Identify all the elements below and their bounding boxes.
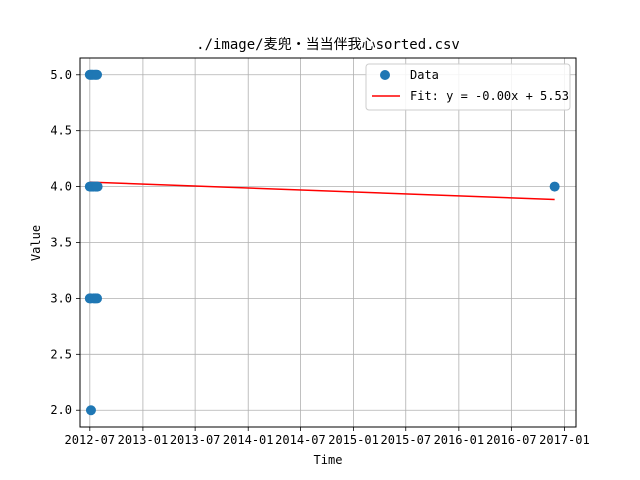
chart-title: ./image/麦兜・当当伴我心sorted.csv	[196, 37, 460, 53]
y-tick-label: 3.5	[50, 236, 72, 250]
y-tick-label: 5.0	[50, 68, 72, 82]
x-axis-ticks: 2012-07 2013-01 2013-07 2014-01 2014-07 2015-…	[65, 427, 590, 447]
legend-data-label: Data	[410, 68, 439, 82]
x-tick-label: 2013-07	[170, 433, 221, 447]
legend-fit-label: Fit: y = -0.00x + 5.53	[410, 89, 569, 103]
x-tick-label: 2017-01	[539, 433, 590, 447]
y-tick-label: 4.5	[50, 124, 72, 138]
y-axis-ticks: 2.0 2.5 3.0 3.5 4.0 4.5 5.0	[50, 68, 80, 417]
x-tick-label: 2016-07	[486, 433, 537, 447]
y-axis-label: Value	[29, 225, 43, 261]
data-point	[85, 405, 96, 416]
x-tick-label: 2012-07	[65, 433, 116, 447]
y-tick-label: 2.5	[50, 347, 72, 361]
data-point	[92, 69, 103, 80]
data-point	[92, 181, 103, 192]
x-tick-label: 2015-07	[380, 433, 431, 447]
x-tick-label: 2014-07	[275, 433, 326, 447]
y-tick-label: 2.0	[50, 403, 72, 417]
data-point	[549, 181, 560, 192]
plot-marks	[84, 69, 560, 416]
y-tick-label: 3.0	[50, 291, 72, 305]
fit-line	[89, 181, 555, 201]
x-tick-label: 2013-01	[118, 433, 169, 447]
legend: Data Fit: y = -0.00x + 5.53	[365, 63, 571, 111]
x-tick-label: 2016-01	[434, 433, 485, 447]
grid	[80, 58, 576, 427]
legend-data-marker	[380, 70, 390, 80]
legend-box	[365, 63, 571, 111]
x-tick-label: 2014-01	[223, 433, 274, 447]
x-tick-label: 2015-01	[328, 433, 379, 447]
x-axis-label: Time	[314, 453, 343, 467]
y-tick-label: 4.0	[50, 180, 72, 194]
data-point	[92, 293, 103, 304]
